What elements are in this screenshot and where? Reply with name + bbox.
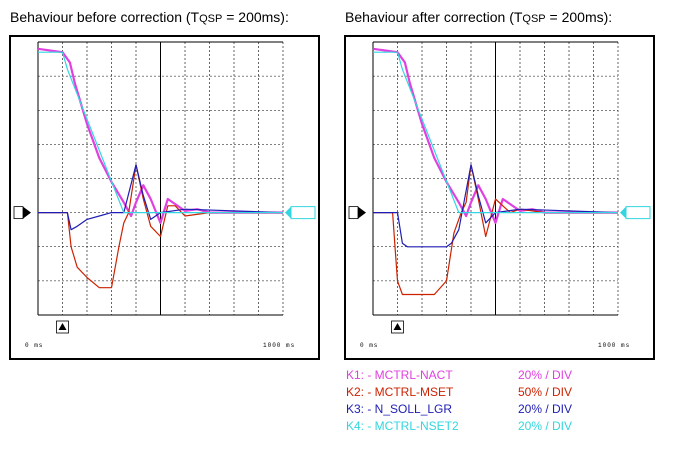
legend-label: K1: - MCTRL-NACT — [346, 368, 453, 382]
left-reference-marker — [13, 206, 24, 220]
legend-label: K4: - MCTRL-NSET2 — [346, 419, 459, 433]
scope-panel-before: 0 ms 1000 ms — [9, 35, 320, 360]
right-marker-arrow-icon — [285, 206, 291, 219]
left-marker-arrow-icon — [358, 206, 366, 219]
x-axis-end-label: 1000 ms — [263, 342, 296, 349]
scope-panel-after: 0 ms 1000 ms — [344, 35, 655, 360]
series-line-mset — [373, 164, 618, 296]
legend-label: K2: - MCTRL-MSET — [346, 385, 454, 399]
scope-plot-after — [348, 41, 651, 334]
chart-title-before: Behaviour before correction (TQSP = 200m… — [10, 9, 289, 25]
trigger-arrow-icon — [393, 323, 402, 330]
left-marker-arrow-icon — [23, 206, 31, 219]
right-marker-arrow-icon — [620, 206, 626, 219]
trigger-arrow-icon — [58, 323, 67, 330]
legend-scale: 50% / DIV — [518, 385, 573, 399]
legend-scale: 20% / DIV — [518, 402, 573, 416]
x-axis-start-label: 0 ms — [360, 342, 379, 349]
left-reference-marker — [348, 206, 359, 220]
legend-scale: 20% / DIV — [518, 368, 573, 382]
right-reference-marker — [625, 206, 651, 220]
series-line-nset2 — [38, 51, 283, 214]
series-line-nsoll — [38, 164, 284, 231]
x-axis-end-label: 1000 ms — [598, 342, 631, 349]
legend-label: K3: - N_SOLL_LGR — [346, 402, 453, 416]
scope-plot-before — [13, 41, 316, 334]
series-line-nset2 — [373, 51, 618, 214]
x-axis-start-label: 0 ms — [25, 342, 44, 349]
legend-scale: 20% / DIV — [518, 419, 573, 433]
chart-title-after: Behaviour after correction (TQSP = 200ms… — [345, 9, 613, 25]
right-reference-marker — [290, 206, 316, 220]
